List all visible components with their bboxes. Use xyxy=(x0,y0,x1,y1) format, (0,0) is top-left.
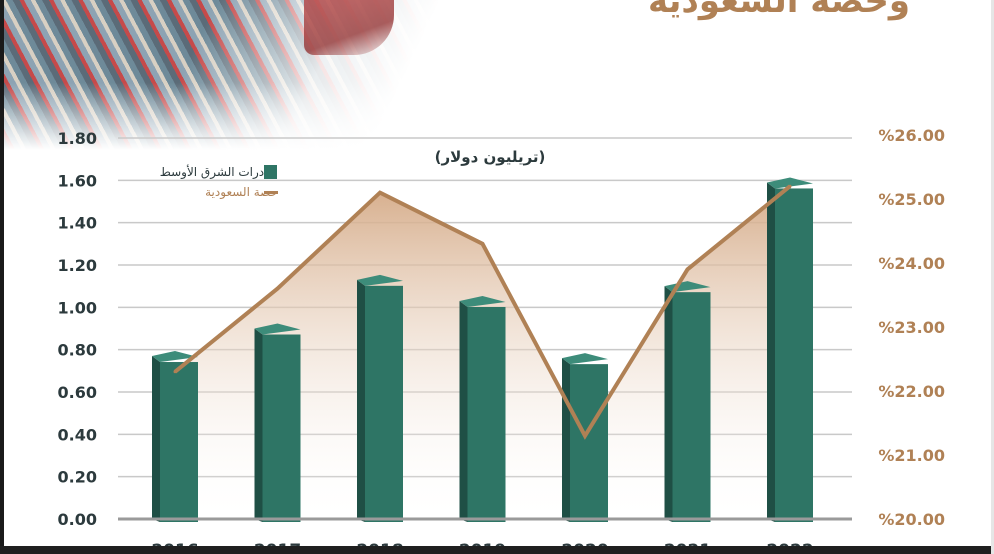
share-point xyxy=(173,370,177,374)
export-bars xyxy=(152,177,813,522)
share-point xyxy=(788,184,792,188)
legend-swatch-line xyxy=(264,191,278,194)
right-tick-label: %25.00 xyxy=(878,190,945,209)
left-tick-label: 1.80 xyxy=(58,129,97,148)
bar-front xyxy=(672,292,711,522)
bar-cap xyxy=(357,274,403,286)
legend-item-exports: صادرات الشرق الأوسط xyxy=(118,162,278,182)
frame-left-edge xyxy=(0,0,4,554)
bar-front xyxy=(570,364,608,522)
bar-2017 xyxy=(254,323,301,522)
bar-side xyxy=(254,328,263,522)
bar-front xyxy=(365,285,403,522)
page-title: وحصة السعودية xyxy=(648,0,910,21)
left-tick-label: 1.00 xyxy=(58,298,97,317)
legend-item-share: حصة السعودية xyxy=(118,182,278,202)
bar-2021 xyxy=(664,281,711,522)
bar-cap xyxy=(459,295,506,307)
port-container-photo xyxy=(4,0,494,150)
frame-bottom-edge xyxy=(0,546,994,554)
legend-swatch-bar xyxy=(264,165,277,179)
bar-cap xyxy=(562,353,608,365)
left-tick-label: 0.20 xyxy=(58,468,97,487)
bar-cap xyxy=(152,351,198,363)
right-tick-label: %20.00 xyxy=(878,510,945,529)
bar-front xyxy=(775,188,813,522)
bar-side xyxy=(357,279,365,522)
share-point xyxy=(686,267,689,271)
share-line xyxy=(173,184,792,440)
left-tick-label: 0.40 xyxy=(58,425,97,444)
left-tick-label: 1.20 xyxy=(58,256,97,275)
bar-side xyxy=(664,286,673,522)
bar-2019 xyxy=(459,295,506,522)
left-tick-label: 0.00 xyxy=(58,510,97,529)
right-tick-label: %22.00 xyxy=(878,382,945,401)
bar-side xyxy=(562,358,570,522)
right-tick-label: %26.00 xyxy=(878,126,945,145)
cargo-ship-hull xyxy=(304,0,394,55)
legend-label-share: حصة السعودية xyxy=(205,185,278,199)
left-tick-label: 0.60 xyxy=(58,383,97,402)
frame-right-edge xyxy=(991,0,994,554)
bar-2022 xyxy=(767,177,813,522)
right-tick-label: %21.00 xyxy=(878,446,945,465)
bar-front xyxy=(467,306,506,522)
share-point xyxy=(276,287,279,291)
bar-cap xyxy=(254,323,301,335)
chart-legend: صادرات الشرق الأوسط حصة السعودية xyxy=(118,162,278,206)
bar-2018 xyxy=(357,274,403,522)
bar-side xyxy=(767,182,775,522)
left-tick-label: 0.80 xyxy=(58,341,97,360)
left-tick-label: 1.40 xyxy=(58,214,97,233)
bar-cap xyxy=(767,177,813,189)
share-point xyxy=(481,242,484,246)
bar-2016 xyxy=(152,351,198,522)
legend-label-exports: صادرات الشرق الأوسط xyxy=(159,165,278,179)
unit-label: (تريليون دولار) xyxy=(434,148,546,166)
bar-side xyxy=(152,356,160,522)
right-tick-label: %24.00 xyxy=(878,254,945,273)
left-tick-label: 1.60 xyxy=(58,171,97,190)
bar-front xyxy=(262,334,301,522)
bar-side xyxy=(459,300,468,522)
share-point xyxy=(583,434,587,438)
bar-front xyxy=(160,362,198,522)
right-tick-label: %23.00 xyxy=(878,318,945,337)
share-point xyxy=(378,191,382,195)
